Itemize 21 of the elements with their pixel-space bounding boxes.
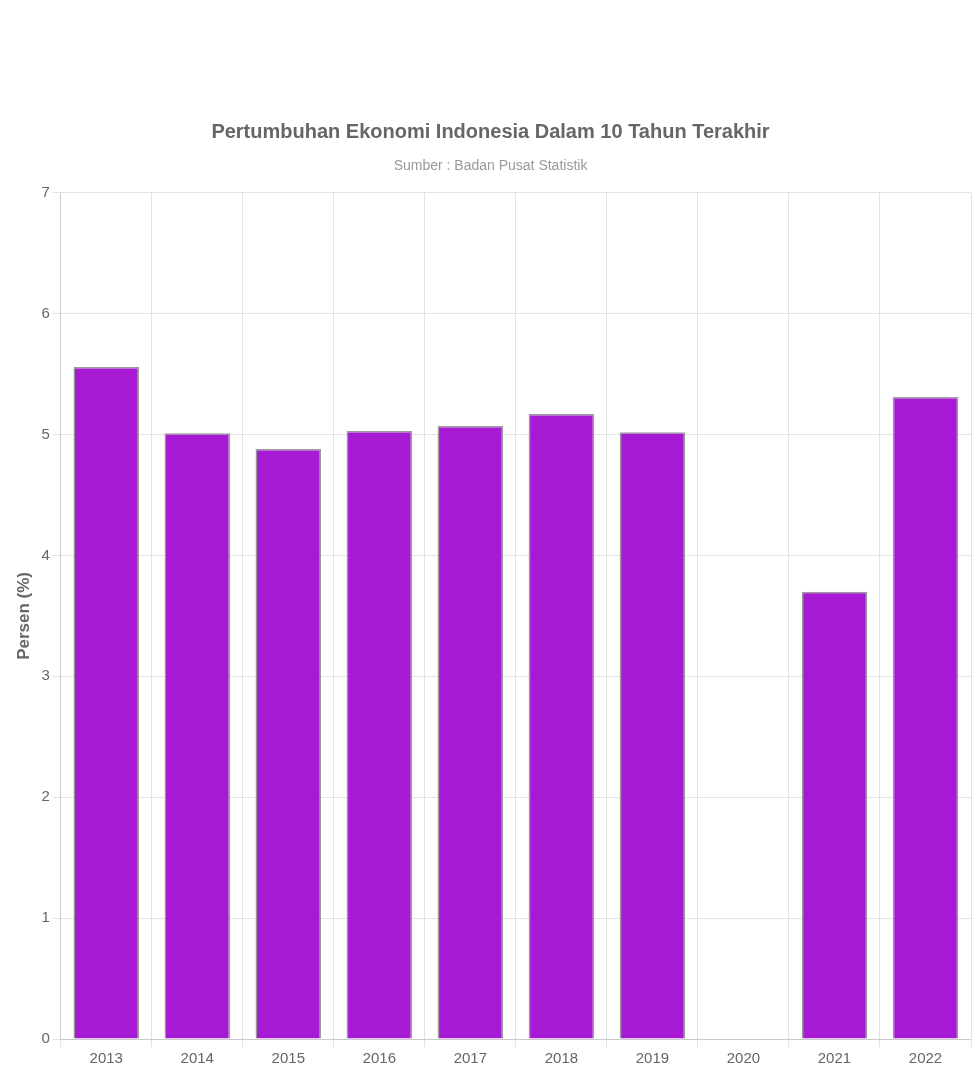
y-tick-label: 7 [41, 182, 50, 200]
x-tick-label: 2013 [89, 1049, 123, 1067]
y-tick-label: 2 [41, 787, 50, 805]
y-tick-label: 6 [41, 303, 50, 321]
chart-title: Pertumbuhan Ekonomi Indonesia Dalam 10 Tahun Terakhir [211, 119, 770, 142]
x-tick-label: 2017 [453, 1049, 488, 1067]
x-tick-label: 2021 [817, 1049, 852, 1067]
chart-subtitle: Sumber : Badan Pusat Statistik [393, 157, 589, 174]
x-tick-label: 2018 [544, 1049, 579, 1067]
x-tick-label: 2019 [635, 1049, 670, 1067]
y-tick-label: 1 [41, 908, 50, 926]
y-axis-title: Persen (%) [13, 571, 33, 660]
y-tick-label: 3 [41, 666, 50, 684]
x-tick-label: 2022 [908, 1049, 943, 1067]
x-tick-label: 2020 [726, 1049, 761, 1067]
y-tick-label: 4 [41, 545, 50, 563]
y-tick-label: 5 [41, 424, 50, 442]
x-tick-label: 2015 [271, 1049, 305, 1067]
x-tick-label: 2016 [362, 1049, 397, 1067]
x-tick-label: 2014 [180, 1049, 214, 1067]
y-tick-label: 0 [41, 1029, 50, 1047]
